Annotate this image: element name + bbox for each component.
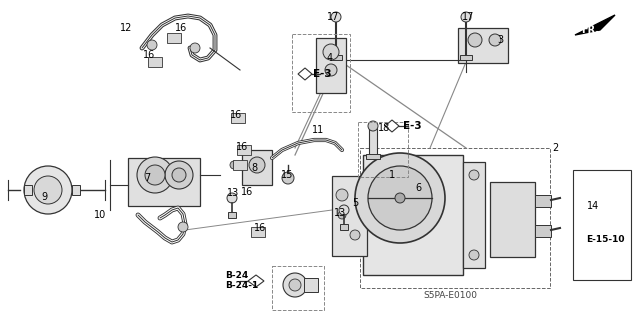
Bar [167, 33, 181, 43]
Text: 16: 16 [241, 187, 253, 197]
Polygon shape [575, 15, 615, 35]
Circle shape [461, 12, 471, 22]
Bar [72, 185, 80, 195]
Text: 16: 16 [143, 50, 155, 60]
Text: 16: 16 [175, 23, 187, 33]
Bar [228, 212, 236, 218]
Circle shape [323, 44, 339, 60]
Text: 18: 18 [378, 123, 390, 133]
Bar [233, 160, 247, 170]
Bar [463, 162, 485, 268]
Text: 2: 2 [552, 143, 558, 153]
Bar [292, 34, 350, 112]
Circle shape [339, 205, 349, 215]
Bar [316, 38, 346, 93]
Circle shape [368, 121, 378, 131]
Text: 17: 17 [327, 12, 339, 22]
Bar [363, 155, 463, 275]
Circle shape [227, 193, 237, 203]
Bar [458, 28, 508, 63]
Text: 1: 1 [389, 170, 395, 180]
Circle shape [350, 230, 360, 240]
Bar [237, 145, 251, 155]
Circle shape [172, 168, 186, 182]
Text: 16: 16 [230, 110, 242, 120]
Circle shape [331, 12, 341, 22]
Polygon shape [385, 120, 399, 132]
Bar [490, 182, 535, 257]
Bar [24, 185, 32, 195]
Text: 7: 7 [144, 173, 150, 183]
Bar [251, 227, 265, 237]
Circle shape [230, 161, 238, 169]
Circle shape [34, 176, 62, 204]
Text: 13: 13 [227, 188, 239, 198]
Circle shape [395, 193, 405, 203]
Text: 11: 11 [312, 125, 324, 135]
Circle shape [336, 189, 348, 201]
Circle shape [325, 64, 337, 76]
Text: 16: 16 [254, 223, 266, 233]
Circle shape [469, 170, 479, 180]
Circle shape [368, 166, 432, 230]
Circle shape [24, 166, 72, 214]
Bar [360, 148, 550, 288]
Circle shape [165, 161, 193, 189]
Circle shape [289, 279, 301, 291]
Circle shape [468, 33, 482, 47]
Text: 15: 15 [281, 170, 293, 180]
Text: S5PA-E0100: S5PA-E0100 [423, 291, 477, 300]
Circle shape [147, 40, 157, 50]
Text: 16: 16 [236, 142, 248, 152]
Bar [242, 150, 272, 185]
Circle shape [338, 211, 346, 219]
Text: 6: 6 [415, 183, 421, 193]
Text: 17: 17 [462, 12, 474, 22]
Bar [330, 55, 342, 60]
Text: 10: 10 [94, 210, 106, 220]
Circle shape [282, 172, 294, 184]
Bar [573, 170, 631, 280]
Circle shape [137, 157, 173, 193]
Bar [272, 266, 324, 310]
Text: 5: 5 [352, 198, 358, 208]
Text: 12: 12 [120, 23, 132, 33]
Bar [460, 55, 472, 60]
Bar [535, 225, 551, 237]
Text: 4: 4 [327, 53, 333, 63]
Bar [358, 122, 408, 177]
Bar [128, 158, 200, 206]
Bar [340, 224, 348, 230]
Polygon shape [298, 68, 312, 80]
Bar [332, 176, 367, 256]
Text: FR.: FR. [581, 25, 599, 35]
Circle shape [469, 250, 479, 260]
Text: E-3: E-3 [403, 121, 421, 131]
Text: 3: 3 [497, 35, 503, 45]
Text: E-15-10: E-15-10 [586, 235, 624, 244]
Bar [535, 195, 551, 207]
Circle shape [145, 165, 165, 185]
Text: 8: 8 [251, 163, 257, 173]
Circle shape [355, 153, 445, 243]
Text: 13: 13 [334, 208, 346, 218]
Bar [148, 57, 162, 67]
Circle shape [249, 157, 265, 173]
Bar [369, 128, 377, 158]
Circle shape [283, 273, 307, 297]
Text: 14: 14 [587, 201, 599, 211]
Circle shape [178, 222, 188, 232]
Text: B-24: B-24 [225, 271, 248, 279]
Polygon shape [248, 275, 264, 287]
Bar [366, 154, 380, 159]
Text: B-24-1: B-24-1 [225, 280, 259, 290]
Text: 9: 9 [41, 192, 47, 202]
Circle shape [190, 43, 200, 53]
Bar [304, 278, 318, 292]
Text: E-3: E-3 [313, 69, 332, 79]
Circle shape [489, 34, 501, 46]
Bar [231, 113, 245, 123]
